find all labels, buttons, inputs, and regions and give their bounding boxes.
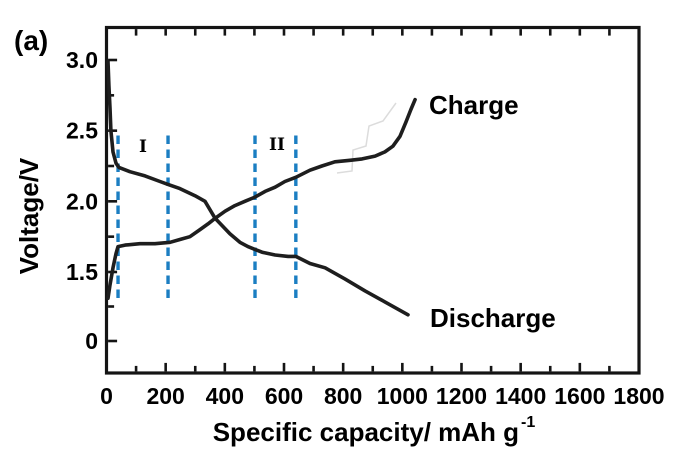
x-tick-label: 1800 <box>613 383 664 409</box>
compression-artifact <box>336 102 397 174</box>
region-guides <box>116 135 298 300</box>
y-tick-label: 0 <box>85 328 98 354</box>
y-tick-label: 2.5 <box>66 118 98 144</box>
y-tick-label: 3.0 <box>66 47 98 73</box>
y-tick-label: 2.0 <box>66 188 98 214</box>
region-i-label: I <box>139 137 147 157</box>
y-axis-title: Voltage/V <box>14 157 44 274</box>
discharge-curve <box>106 59 410 317</box>
charge-curve <box>106 97 417 301</box>
x-tick-label: 1000 <box>377 383 428 409</box>
x-tick-label: 1200 <box>436 383 487 409</box>
x-tick-label: 800 <box>324 383 362 409</box>
y-tick-label: 1.5 <box>66 259 98 285</box>
x-tick-label: 400 <box>206 383 244 409</box>
x-axis-title-superscript: -1 <box>521 414 535 431</box>
plot-frame <box>104 25 641 375</box>
x-axis-title: Specific capacity/ mAh g -1 <box>213 414 536 447</box>
region-ii-label: II <box>269 135 285 155</box>
ghost-line <box>336 102 397 174</box>
discharge-label: Discharge <box>430 303 556 333</box>
x-tick-label: 600 <box>265 383 303 409</box>
x-tick-label: 0 <box>100 383 113 409</box>
x-axis-title-main: Specific capacity/ mAh g <box>213 417 519 447</box>
x-tick-label: 200 <box>146 383 184 409</box>
x-tick-label: 1400 <box>495 383 546 409</box>
axes: 0 200 400 600 800 1000 1200 1400 1600 1800 3.0 2.5 2… <box>66 25 665 409</box>
panel-label: (a) <box>14 25 48 56</box>
charge-label: Charge <box>429 90 519 120</box>
curves <box>106 59 417 317</box>
x-tick-label: 1600 <box>554 383 605 409</box>
